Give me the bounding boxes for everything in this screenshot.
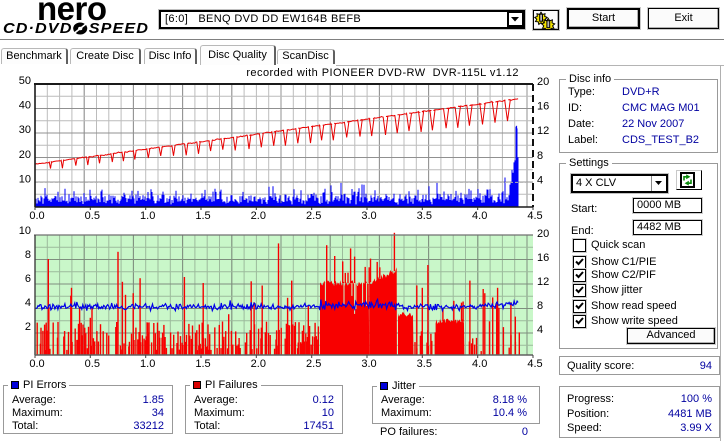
- svg-text:16: 16: [537, 101, 549, 113]
- svg-text:4.0: 4.0: [472, 210, 487, 222]
- svg-text:4: 4: [537, 174, 543, 186]
- svg-text:3.5: 3.5: [417, 358, 432, 370]
- svg-text:50: 50: [19, 75, 31, 87]
- svg-text:6: 6: [25, 273, 31, 285]
- svg-text:4: 4: [25, 297, 31, 309]
- svg-text:10: 10: [19, 173, 31, 185]
- svg-text:3.5: 3.5: [417, 210, 432, 222]
- svg-text:1.5: 1.5: [195, 358, 210, 370]
- svg-text:10: 10: [19, 225, 31, 237]
- svg-text:0.5: 0.5: [85, 210, 100, 222]
- svg-text:0.0: 0.0: [29, 210, 44, 222]
- svg-text:1.0: 1.0: [140, 210, 155, 222]
- svg-text:4: 4: [537, 324, 543, 336]
- svg-text:2: 2: [25, 321, 31, 333]
- svg-text:0.5: 0.5: [85, 358, 100, 370]
- svg-text:recorded with PIONEER DVD-RW: recorded with PIONEER DVD-RW DVR-115L v1…: [246, 67, 519, 79]
- svg-text:2.0: 2.0: [251, 358, 266, 370]
- svg-text:2.5: 2.5: [306, 210, 321, 222]
- svg-text:12: 12: [537, 125, 549, 137]
- svg-text:1.5: 1.5: [195, 210, 210, 222]
- svg-text:20: 20: [19, 149, 31, 161]
- svg-text:16: 16: [537, 252, 549, 264]
- svg-text:3.0: 3.0: [361, 358, 376, 370]
- svg-text:2.5: 2.5: [306, 358, 321, 370]
- svg-text:30: 30: [19, 124, 31, 136]
- svg-text:20: 20: [537, 228, 549, 240]
- svg-text:12: 12: [537, 276, 549, 288]
- svg-text:8: 8: [537, 300, 543, 312]
- svg-text:20: 20: [537, 76, 549, 88]
- svg-text:8: 8: [25, 249, 31, 261]
- svg-text:1.0: 1.0: [140, 358, 155, 370]
- svg-text:4.5: 4.5: [527, 210, 542, 222]
- svg-text:8: 8: [537, 150, 543, 162]
- svg-text:0.0: 0.0: [29, 358, 44, 370]
- svg-text:2.0: 2.0: [251, 210, 266, 222]
- svg-text:3.0: 3.0: [361, 210, 376, 222]
- svg-text:4.5: 4.5: [527, 358, 542, 370]
- svg-text:40: 40: [19, 100, 31, 112]
- svg-text:4.0: 4.0: [472, 358, 487, 370]
